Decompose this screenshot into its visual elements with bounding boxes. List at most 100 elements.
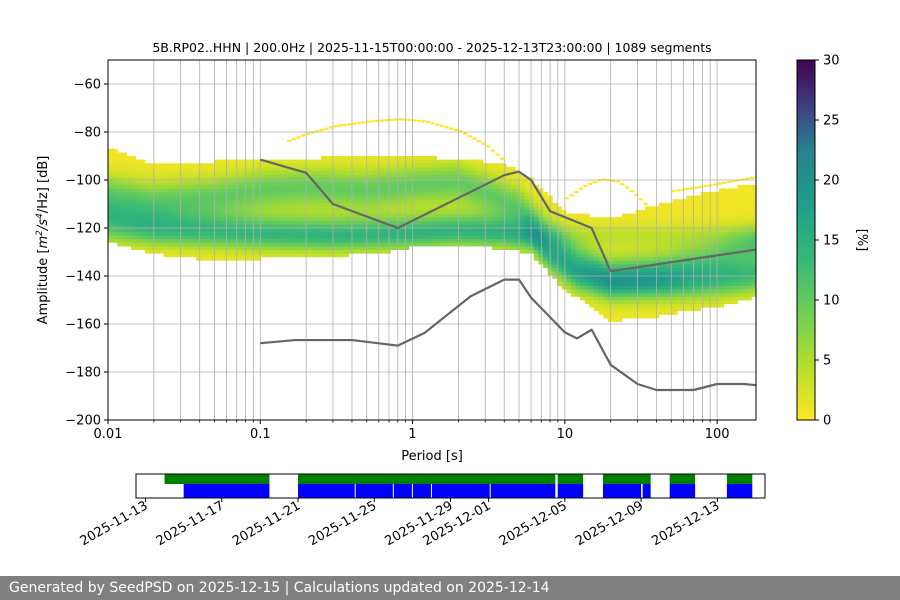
- density-cell: [307, 231, 313, 236]
- density-cell: [556, 231, 562, 236]
- density-cell: [681, 282, 687, 286]
- density-cell: [506, 246, 512, 250]
- density-cell: [232, 188, 238, 193]
- density-cell: [205, 195, 211, 200]
- density-cell: [441, 235, 447, 240]
- density-cell: [626, 303, 632, 308]
- density-cell: [413, 156, 419, 160]
- density-cell: [168, 174, 174, 178]
- density-cell: [348, 163, 354, 168]
- density-cell: [640, 235, 646, 240]
- density-cell: [751, 228, 756, 232]
- density-cell: [575, 282, 581, 286]
- density-cell: [362, 228, 368, 232]
- density-cell: [362, 156, 368, 160]
- density-cell: [339, 253, 345, 258]
- density-cell: [644, 310, 650, 315]
- density-cell: [251, 217, 257, 222]
- density-cell: [149, 166, 155, 171]
- density-cell: [399, 163, 405, 168]
- density-cell: [492, 231, 498, 236]
- density-cell: [274, 195, 280, 200]
- density-cell: [427, 192, 433, 196]
- density-cell: [663, 289, 669, 294]
- density-cell: [251, 220, 257, 225]
- density-cell: [357, 170, 363, 175]
- density-cell: [265, 231, 271, 236]
- density-cell: [307, 220, 313, 225]
- density-cell: [584, 238, 590, 243]
- density-cell: [478, 206, 484, 211]
- density-cell: [598, 224, 604, 229]
- density-cell: [695, 213, 701, 218]
- density-cell: [668, 206, 674, 211]
- y-tick-label: −200: [65, 414, 101, 429]
- density-cell: [751, 278, 756, 283]
- density-cell: [177, 188, 183, 193]
- density-cell: [723, 264, 729, 268]
- density-cell: [575, 264, 581, 268]
- density-cell: [260, 220, 266, 225]
- density-cell: [195, 242, 201, 247]
- density-cell: [677, 260, 683, 265]
- density-cell: [746, 256, 752, 261]
- sparse-density-cell: [407, 118, 412, 122]
- density-cell: [445, 224, 451, 229]
- density-cell: [575, 274, 581, 279]
- density-cell: [149, 174, 155, 178]
- density-cell: [154, 199, 160, 204]
- sparse-density-cell: [430, 122, 435, 125]
- density-cell: [700, 256, 706, 261]
- density-cell: [283, 224, 289, 229]
- density-cell: [408, 188, 414, 193]
- density-cell: [580, 271, 586, 276]
- density-cell: [686, 195, 692, 200]
- density-cell: [191, 213, 197, 218]
- density-cell: [283, 181, 289, 186]
- density-cell: [348, 206, 354, 211]
- density-cell: [612, 282, 618, 286]
- density-cell: [621, 249, 627, 254]
- density-cell: [728, 188, 734, 193]
- density-cell: [399, 184, 405, 189]
- density-cell: [543, 260, 549, 265]
- density-cell: [279, 213, 285, 218]
- density-cell: [455, 235, 461, 240]
- density-cell: [589, 285, 595, 290]
- density-cell: [436, 210, 442, 214]
- density-cell: [469, 202, 475, 207]
- density-cell: [182, 163, 188, 168]
- density-cell: [663, 206, 669, 211]
- density-cell: [552, 235, 558, 240]
- sparse-density-cell: [388, 118, 394, 121]
- density-cell: [186, 184, 192, 189]
- density-cell: [177, 238, 183, 243]
- density-cell: [256, 202, 262, 207]
- density-cell: [455, 159, 461, 164]
- density-cell: [589, 242, 595, 247]
- density-cell: [256, 195, 262, 200]
- density-cell: [145, 206, 151, 211]
- density-cell: [649, 282, 655, 286]
- density-cell: [353, 181, 359, 186]
- density-cell: [432, 210, 438, 214]
- density-cell: [543, 228, 549, 232]
- density-cell: [320, 242, 326, 247]
- density-cell: [626, 256, 632, 261]
- density-cell: [543, 242, 549, 247]
- density-cell: [464, 184, 470, 189]
- density-cell: [311, 253, 317, 258]
- density-cell: [140, 246, 146, 250]
- density-cell: [617, 310, 623, 315]
- density-cell: [492, 174, 498, 178]
- density-cell: [158, 210, 164, 214]
- density-cell: [705, 217, 711, 222]
- density-cell: [575, 217, 581, 222]
- density-cell: [246, 210, 252, 214]
- density-cell: [718, 242, 724, 247]
- density-cell: [487, 217, 493, 222]
- density-cell: [311, 170, 317, 175]
- density-cell: [746, 195, 752, 200]
- density-cell: [108, 213, 114, 218]
- density-cell: [478, 242, 484, 247]
